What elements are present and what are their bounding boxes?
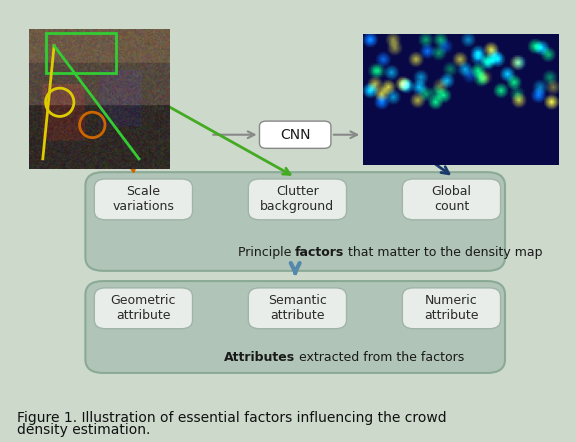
Text: density estimation.: density estimation. — [17, 423, 151, 437]
Text: Clutter
background: Clutter background — [260, 185, 335, 213]
Text: Attributes: Attributes — [224, 351, 295, 364]
FancyBboxPatch shape — [259, 121, 331, 149]
FancyBboxPatch shape — [248, 288, 347, 329]
Text: extracted from the factors: extracted from the factors — [295, 351, 464, 364]
Text: Figure 1. Illustration of essential factors influencing the crowd: Figure 1. Illustration of essential fact… — [17, 411, 447, 425]
FancyBboxPatch shape — [402, 179, 501, 220]
FancyBboxPatch shape — [85, 172, 505, 271]
Text: CNN: CNN — [280, 128, 310, 142]
Bar — [46, 33, 116, 72]
FancyBboxPatch shape — [94, 288, 192, 329]
Text: that matter to the density map: that matter to the density map — [344, 246, 543, 259]
FancyBboxPatch shape — [85, 281, 505, 373]
FancyBboxPatch shape — [248, 179, 347, 220]
Text: Global
count: Global count — [431, 185, 471, 213]
Text: Scale
variations: Scale variations — [112, 185, 175, 213]
Text: Geometric
attribute: Geometric attribute — [111, 294, 176, 322]
Text: Semantic
attribute: Semantic attribute — [268, 294, 327, 322]
FancyBboxPatch shape — [402, 288, 501, 329]
Text: Principle: Principle — [238, 246, 295, 259]
Text: factors: factors — [295, 246, 344, 259]
Text: Numeric
attribute: Numeric attribute — [424, 294, 479, 322]
FancyBboxPatch shape — [94, 179, 192, 220]
